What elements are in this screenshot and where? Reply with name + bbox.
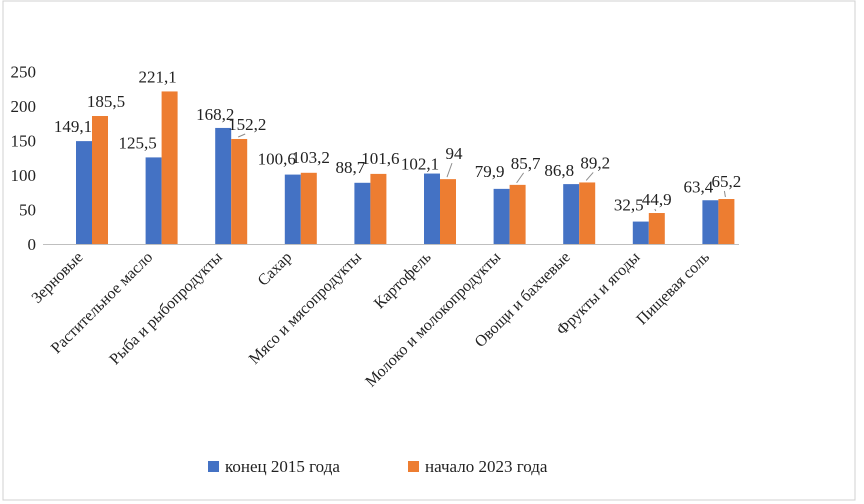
- y-tick-label: 200: [11, 97, 37, 116]
- leader-line: [446, 162, 453, 178]
- data-label-konets-2015: 102,1: [401, 155, 439, 174]
- data-label-nachalo-2023: 89,2: [580, 153, 610, 172]
- bar: [563, 184, 580, 244]
- data-label-nachalo-2023: 152,2: [228, 115, 266, 134]
- leader-line: [238, 133, 246, 138]
- legend: конец 2015 года начало 2023 года: [208, 457, 548, 476]
- legend-label-konets-2015: конец 2015 года: [225, 457, 340, 476]
- y-tick-label: 250: [11, 63, 37, 82]
- data-label-nachalo-2023: 85,7: [511, 154, 541, 173]
- bar: [215, 127, 232, 244]
- data-label-konets-2015: 32,5: [614, 196, 644, 215]
- y-tick-label: 100: [11, 166, 37, 185]
- bar: [579, 182, 596, 244]
- data-label-nachalo-2023: 101,6: [361, 149, 399, 168]
- data-label-nachalo-2023: 185,5: [87, 92, 125, 111]
- legend-swatch-nachalo-2023: [408, 461, 419, 472]
- data-label-konets-2015: 125,5: [118, 133, 156, 152]
- bar: [509, 184, 526, 244]
- y-tick-label: 150: [11, 132, 37, 151]
- data-label-konets-2015: 100,6: [258, 150, 296, 169]
- leader-lines: [238, 133, 726, 212]
- bar: [76, 141, 92, 244]
- bar: [354, 182, 371, 244]
- data-label-konets-2015: 86,8: [544, 161, 574, 180]
- bar: [92, 116, 108, 244]
- bar: [632, 221, 649, 244]
- leader-line: [516, 172, 525, 184]
- legend-swatch-konets-2015: [208, 461, 219, 472]
- bar: [424, 173, 440, 244]
- bar: [300, 172, 317, 244]
- y-tick-label: 0: [28, 235, 37, 254]
- leader-line: [585, 172, 594, 181]
- bar: [231, 138, 248, 244]
- bar: [493, 188, 510, 244]
- bar: [145, 157, 162, 244]
- y-tick-label: 50: [19, 201, 36, 220]
- bar: [284, 174, 301, 244]
- bar: [648, 213, 665, 244]
- legend-label-nachalo-2023: начало 2023 года: [425, 457, 548, 476]
- leader-line: [723, 190, 726, 198]
- data-label-konets-2015: 88,7: [336, 158, 366, 177]
- data-label-konets-2015: 149,1: [54, 117, 92, 136]
- bar: [718, 199, 735, 244]
- bar: [702, 200, 719, 244]
- y-axis: 0 50 100 150 200 250: [11, 63, 37, 255]
- data-label-nachalo-2023: 44,9: [642, 190, 672, 209]
- data-label-nachalo-2023: 221,1: [138, 67, 176, 86]
- data-label-nachalo-2023: 94: [446, 144, 464, 163]
- data-label-konets-2015: 168,2: [196, 105, 234, 124]
- bars: [76, 91, 735, 244]
- data-label-nachalo-2023: 65,2: [712, 172, 742, 191]
- bar: [440, 179, 456, 244]
- data-label-nachalo-2023: 103,2: [292, 148, 330, 167]
- bar: [161, 91, 178, 244]
- data-label-konets-2015: 63,4: [684, 177, 714, 196]
- data-label-konets-2015: 79,9: [475, 162, 505, 181]
- bar: [370, 173, 387, 244]
- leader-line: [654, 208, 657, 212]
